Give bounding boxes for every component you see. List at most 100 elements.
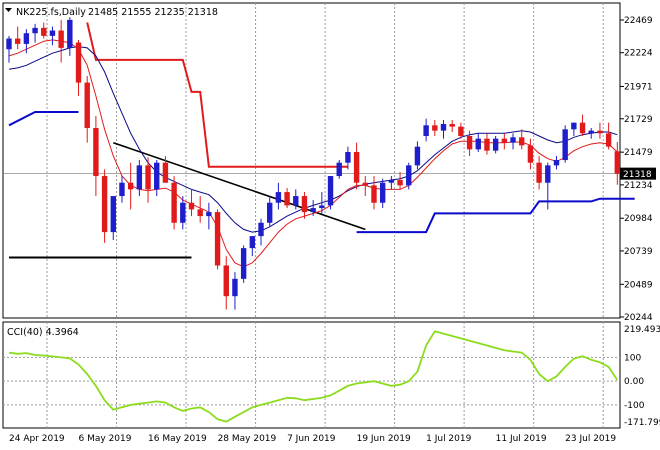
candle-bull [154,162,160,190]
price-tick-label: 20984 [624,214,653,224]
date-label: 24 Apr 2019 [9,434,65,444]
candle-bull [67,19,73,48]
candle-bear [84,82,90,128]
candle-bull [319,205,325,209]
candle-bull [571,122,577,130]
candle-bear [458,126,464,136]
candle-bear [536,162,542,183]
candle-bull [492,138,499,151]
candle-bull [423,125,429,136]
cci-tick-label: 0.00 [624,377,644,387]
candle-bull [545,165,551,183]
candle-bear [14,38,21,44]
support-line [356,197,635,234]
candle-bull [6,38,12,50]
candle-bear [362,182,368,186]
cci-tick-label: -171.7996 [624,418,660,428]
date-label: 16 May 2019 [148,434,207,444]
candle-bear [449,123,455,127]
cci-panel [2,321,621,429]
price-tick-label: 21234 [624,181,653,191]
candle-bear [397,180,403,186]
cci-line [8,330,619,423]
candle-bull [258,222,264,237]
candle-bull [240,248,247,279]
cci-tick-label: 100 [624,353,641,363]
candle-bear [501,138,508,143]
candle-bull [440,123,447,131]
candle-bull [406,165,412,186]
support-line-early [8,111,79,127]
candle-bull [49,30,56,36]
candle-bear [466,135,473,150]
candle-bull [267,202,273,223]
candle-bull [336,162,342,177]
candle-bull [206,212,212,217]
collapse-triangle-icon[interactable] [5,8,12,12]
candle-bull [475,138,481,150]
date-label: 1 Jul 2019 [426,434,471,444]
candle-bear [484,138,490,151]
date-label: 23 Jul 2019 [565,434,616,444]
candle-bull [562,129,568,161]
cci-tick-label: 219.4936 [624,325,660,335]
candle-bull [588,130,594,134]
candle-bear [171,182,177,223]
candle-bear [145,165,151,190]
candle-bull [293,196,299,206]
symbol-label: NK225.fs,Daily [16,7,86,18]
candle-bear [93,127,99,177]
candle-bear [75,42,82,83]
candle-bear [353,152,360,183]
date-label: 19 Jun 2019 [357,434,411,444]
candle-bull [327,176,334,206]
candle-bear [223,265,229,297]
candle-bull [119,182,125,197]
date-label: 28 May 2019 [218,434,277,444]
candle-bull [232,278,238,297]
candle-bear [188,202,195,210]
candle-bull [180,202,186,223]
ohlc-label: 21485 21555 21235 21318 [88,7,218,18]
cci-label: CCI(40) 4.3964 [7,327,79,338]
candle-bear [527,145,534,163]
candle-bear [101,176,108,233]
current-price-text: 21318 [623,170,652,180]
candle-bear [519,137,525,146]
candle-bear [579,122,586,134]
candle-bull [275,192,282,203]
date-label: 6 May 2019 [79,434,132,444]
current-price-tag [620,167,656,180]
price-tick-label: 20739 [624,247,653,257]
price-tick-label: 21729 [624,115,653,125]
candle-bull [379,182,386,203]
date-label: 11 Jul 2019 [496,434,547,444]
candle-bull [510,137,516,143]
candle-bear [597,130,603,134]
candle-bull [310,208,316,213]
candle-bull [110,196,116,233]
candle-bear [41,27,47,36]
candle-bull [23,33,30,44]
candle-bull [388,180,395,183]
candle-bull [249,236,256,249]
price-tick-label: 20489 [624,280,653,290]
candle-bear [284,192,290,206]
candle-bull [136,165,143,190]
price-tick-label: 20244 [624,313,653,323]
price-tick-label: 22224 [624,49,653,59]
price-tick-label: 21479 [624,148,653,158]
candle-bear [58,30,64,48]
candle-bull [414,146,421,166]
candle-bear [162,162,169,183]
price-tick-label: 21971 [624,82,653,92]
candle-bull [32,27,38,34]
candle-bear [432,125,438,131]
candle-bear [605,133,612,147]
candle-bear [371,185,377,203]
resistance-line [86,22,348,168]
candle-bull [345,152,351,163]
downtrend-line [113,141,366,231]
date-label: 7 Jun 2019 [287,434,336,444]
